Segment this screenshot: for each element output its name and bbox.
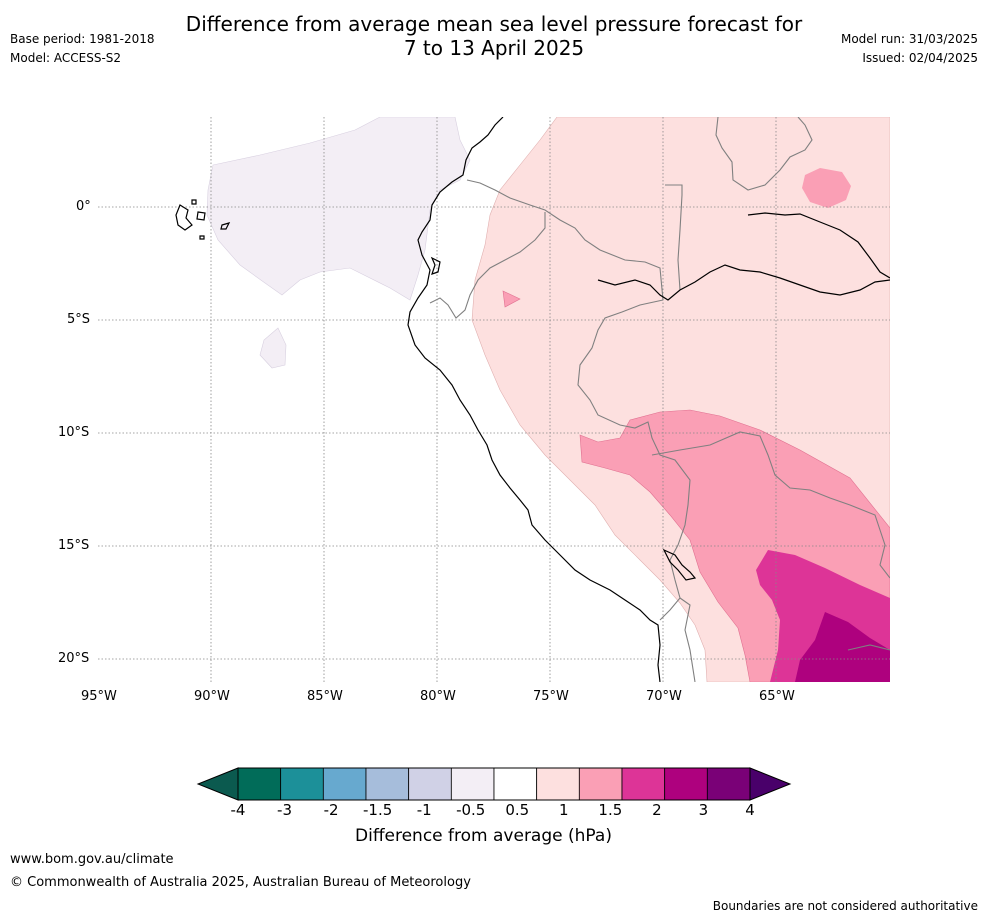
colorbar-below-arrow xyxy=(196,767,239,801)
anomaly-region-2-to-3 xyxy=(795,612,890,682)
border-ecuador-peru xyxy=(429,212,546,319)
coastline-pacific xyxy=(407,117,661,682)
colorbar-outline xyxy=(237,767,751,801)
lon-label-85w: 85°W xyxy=(307,689,343,704)
island-isabela xyxy=(175,204,193,231)
coastline-amazon-river xyxy=(597,264,890,301)
lon-label-80w: 80°W xyxy=(420,689,456,704)
border-colombia-ecuador xyxy=(466,179,664,301)
border-bolivia-brazil xyxy=(651,431,890,579)
map-title-line-1: Difference from average mean sea level p… xyxy=(185,12,803,36)
coastline-gulf-guayaquil xyxy=(430,256,441,275)
colorbar-cell xyxy=(408,767,452,801)
colorbar-above-arrow xyxy=(749,767,792,801)
island-santa-cruz xyxy=(196,211,206,221)
lon-label-70w: 70°W xyxy=(646,689,682,704)
border-colombia-venezuela xyxy=(665,184,683,291)
footer-url[interactable]: www.bom.gov.au/climate xyxy=(10,852,174,867)
lat-label-15s: 15°S xyxy=(58,538,90,553)
colorbar-cell xyxy=(493,767,538,801)
colorbar-tick-label: -1 xyxy=(416,801,432,819)
colorbar-cell xyxy=(237,767,282,801)
colorbar-tick-label: 3 xyxy=(698,801,709,819)
map-title: Difference from average mean sea level p… xyxy=(0,12,988,60)
lon-label-95w: 95°W xyxy=(81,689,117,704)
anomaly-patch-pacific xyxy=(259,327,287,369)
issued-date: Issued: 02/04/2025 xyxy=(862,51,978,65)
colorbar-tick-label: 0.5 xyxy=(505,801,530,819)
graticule xyxy=(98,117,890,682)
lat-label-0: 0° xyxy=(76,199,91,214)
lon-label-90w: 90°W xyxy=(194,689,230,704)
galapagos-islands xyxy=(175,199,231,240)
colorbar-tick-label: -1.5 xyxy=(362,801,393,819)
model-run: Model run: 31/03/2025 xyxy=(840,32,978,46)
colorbar-tick-label: -0.5 xyxy=(456,801,486,819)
island-north xyxy=(191,199,197,205)
colorbar-cell xyxy=(706,767,751,801)
border-peru-brazil xyxy=(577,299,691,621)
lake-titicaca xyxy=(662,548,697,581)
colorbar-cell xyxy=(450,767,495,801)
lon-label-75w: 75°W xyxy=(533,689,569,704)
colorbar-tick-label: -2 xyxy=(323,801,339,819)
border-bolivia-chile xyxy=(679,597,696,682)
colorbar-cell xyxy=(322,767,367,801)
colorbar-cell xyxy=(536,767,580,801)
base-period: Base period: 1981-2018 xyxy=(10,32,155,46)
island-small xyxy=(199,235,205,240)
anomaly-patch-small xyxy=(502,290,521,308)
colorbar-tick-label: -4 xyxy=(230,801,246,819)
lat-label-20s: 20°S xyxy=(58,651,90,666)
colorbar-tick-label: 2 xyxy=(652,801,662,819)
colorbar-cell xyxy=(280,767,324,801)
footer-copyright: © Commonwealth of Australia 2025, Austra… xyxy=(10,875,471,890)
colorbar-tick-label: 4 xyxy=(745,801,755,819)
footer-disclaimer: Boundaries are not considered authoritat… xyxy=(712,899,978,913)
lon-label-65w: 65°W xyxy=(759,689,795,704)
colorbar-cell xyxy=(621,767,666,801)
colorbar-cell xyxy=(365,767,410,801)
anomaly-region-neg-0-5-to-neg-1 xyxy=(206,117,471,301)
anomaly-patch-north xyxy=(802,168,851,208)
colorbar-cell xyxy=(664,767,708,801)
island-san-cristobal xyxy=(220,222,231,230)
lat-label-10s: 10°S xyxy=(58,425,90,440)
colorbar-tick-label: -3 xyxy=(277,801,293,819)
colorbar-tick-label: 1.5 xyxy=(598,801,623,819)
colorbar-tick-label: 1 xyxy=(559,801,569,819)
colorbar-title: Difference from average (hPa) xyxy=(355,826,612,846)
coastline-rio-negro xyxy=(747,212,890,279)
colorbar-cell xyxy=(578,767,623,801)
coastlines xyxy=(407,117,890,682)
border-venezuela xyxy=(715,117,813,191)
border-bolivia-paraguay xyxy=(847,644,890,651)
map-title-line-2: 7 to 13 April 2025 xyxy=(403,36,585,60)
lat-label-5s: 5°S xyxy=(67,312,91,327)
colorbar xyxy=(196,767,792,801)
model-name: Model: ACCESS-S2 xyxy=(10,51,122,65)
country-borders xyxy=(429,117,890,682)
